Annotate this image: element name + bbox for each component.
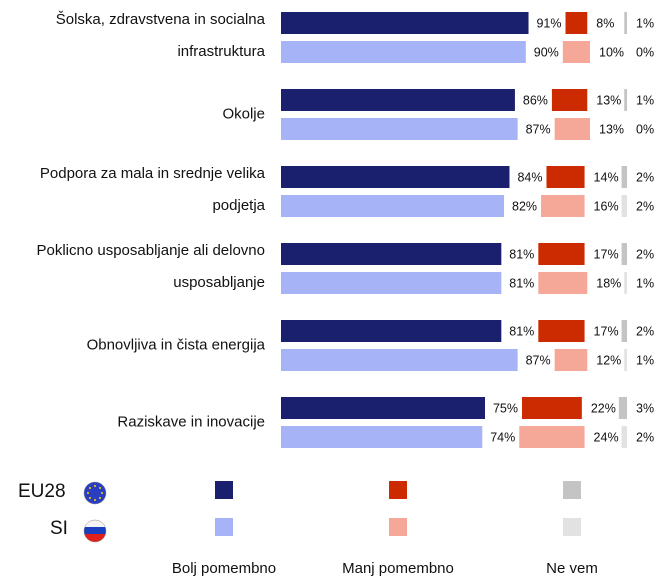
bar	[519, 426, 585, 448]
bar	[538, 320, 585, 342]
bar	[281, 426, 483, 448]
category-label: usposabljanje	[173, 274, 265, 291]
category-label: podjetja	[212, 197, 265, 214]
legend-label: Ne vem	[546, 560, 598, 577]
value-label: 81%	[509, 247, 534, 261]
legend-swatch	[563, 481, 581, 499]
value-label: 81%	[509, 324, 534, 338]
value-label: 86%	[523, 93, 548, 107]
value-label: 0%	[636, 45, 654, 59]
value-label: 82%	[512, 199, 537, 213]
value-label: 74%	[490, 430, 515, 444]
category-label: Šolska, zdravstvena in socialna	[56, 11, 266, 28]
category-label: Obnovljiva in čista energija	[87, 336, 266, 353]
bar	[538, 243, 585, 265]
value-label: 81%	[509, 276, 534, 290]
bar	[281, 349, 518, 371]
value-label: 12%	[596, 353, 621, 367]
value-label: 3%	[636, 401, 654, 415]
bar	[281, 320, 502, 342]
bar	[541, 195, 585, 217]
value-label: 1%	[636, 93, 654, 107]
bar	[624, 89, 627, 111]
value-label: 14%	[594, 170, 619, 184]
value-label: 13%	[599, 122, 624, 136]
value-label: 84%	[517, 170, 542, 184]
value-label: 1%	[636, 276, 654, 290]
bar	[281, 397, 485, 419]
value-label: 1%	[636, 353, 654, 367]
value-label: 17%	[594, 247, 619, 261]
bar	[621, 195, 627, 217]
value-label: 13%	[596, 93, 621, 107]
value-label: 87%	[526, 353, 551, 367]
bar	[565, 12, 588, 34]
value-label: 75%	[493, 401, 518, 415]
category-label: Podpora za mala in srednje velika	[40, 165, 266, 182]
category-label: Okolje	[222, 105, 265, 122]
bar	[554, 118, 590, 140]
value-label: 87%	[526, 122, 551, 136]
bar	[551, 89, 588, 111]
bar	[281, 166, 510, 188]
bar	[281, 41, 526, 63]
bar	[554, 349, 588, 371]
bar	[621, 166, 627, 188]
bar	[281, 195, 505, 217]
bar	[562, 41, 590, 63]
value-label: 18%	[596, 276, 621, 290]
bar	[624, 349, 627, 371]
bar	[621, 426, 627, 448]
bar	[538, 272, 588, 294]
legend-swatch	[215, 481, 233, 499]
legend-label: Manj pomembno	[342, 560, 454, 577]
value-label: 91%	[536, 16, 561, 30]
value-label: 17%	[594, 324, 619, 338]
legend-label: Bolj pomembno	[172, 560, 276, 577]
bar	[546, 166, 585, 188]
value-label: 2%	[636, 199, 654, 213]
bar	[281, 272, 502, 294]
legend-swatch	[389, 481, 407, 499]
bar	[624, 272, 627, 294]
bar	[618, 397, 627, 419]
value-label: 8%	[596, 16, 614, 30]
category-label: Poklicno usposabljanje ali delovno	[37, 242, 266, 259]
value-label: 1%	[636, 16, 654, 30]
legend-swatch	[389, 518, 407, 536]
bar	[621, 243, 627, 265]
value-label: 16%	[594, 199, 619, 213]
legend-swatch	[215, 518, 233, 536]
bar	[281, 243, 502, 265]
value-label: 0%	[636, 122, 654, 136]
value-label: 24%	[594, 430, 619, 444]
si-flag	[83, 519, 107, 543]
bar	[624, 12, 627, 34]
value-label: 2%	[636, 324, 654, 338]
bar	[522, 397, 582, 419]
bar	[281, 89, 515, 111]
category-label: Raziskave in inovacije	[117, 413, 265, 430]
value-label: 90%	[534, 45, 559, 59]
category-label: infrastruktura	[177, 43, 265, 60]
bar	[281, 12, 529, 34]
value-label: 2%	[636, 247, 654, 261]
eu-flag	[83, 481, 107, 505]
value-label: 22%	[591, 401, 616, 415]
value-label: 2%	[636, 170, 654, 184]
value-label: 10%	[599, 45, 624, 59]
legend-group-label: SI	[50, 518, 68, 539]
bar	[621, 320, 627, 342]
bar	[281, 118, 518, 140]
value-label: 2%	[636, 430, 654, 444]
legend-swatch	[563, 518, 581, 536]
legend-group-label: EU28	[18, 481, 66, 502]
